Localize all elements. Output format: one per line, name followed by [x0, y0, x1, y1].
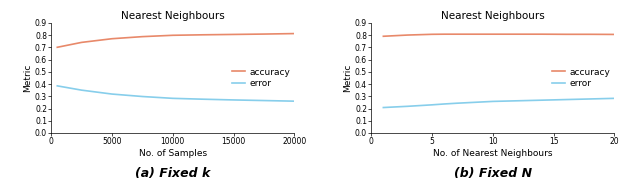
error [513, 100, 521, 102]
error [404, 105, 412, 108]
X-axis label: No. of Samples: No. of Samples [139, 149, 207, 158]
error [169, 97, 177, 100]
Y-axis label: Metric: Metric [343, 64, 352, 92]
error [489, 100, 497, 103]
accuracy [392, 35, 399, 37]
accuracy [54, 46, 61, 48]
accuracy [291, 32, 298, 35]
Legend: accuracy, error: accuracy, error [232, 68, 290, 88]
error [538, 99, 545, 101]
accuracy [108, 38, 116, 40]
error [139, 95, 147, 98]
error [416, 105, 424, 107]
accuracy [477, 33, 484, 35]
accuracy [562, 33, 570, 36]
Line: accuracy: accuracy [58, 34, 294, 47]
accuracy [428, 33, 436, 36]
accuracy [465, 33, 472, 35]
Legend: accuracy, error: accuracy, error [552, 68, 610, 88]
Title: Nearest Neighbours: Nearest Neighbours [121, 11, 225, 21]
X-axis label: No. of Nearest Neighbours: No. of Nearest Neighbours [433, 149, 552, 158]
Line: error: error [383, 98, 614, 108]
accuracy [169, 34, 177, 36]
accuracy [78, 41, 86, 44]
Y-axis label: Metric: Metric [23, 64, 32, 92]
accuracy [513, 33, 521, 35]
error [291, 100, 298, 102]
Title: Nearest Neighbours: Nearest Neighbours [441, 11, 545, 21]
error [380, 106, 387, 109]
Line: accuracy: accuracy [383, 34, 614, 36]
error [562, 98, 570, 101]
accuracy [440, 33, 448, 35]
accuracy [611, 33, 618, 36]
error [54, 85, 61, 87]
error [465, 101, 472, 104]
accuracy [200, 34, 207, 36]
Line: error: error [58, 86, 294, 101]
error [440, 103, 448, 105]
error [230, 99, 237, 101]
accuracy [404, 34, 412, 36]
Text: (b) Fixed N: (b) Fixed N [454, 168, 532, 180]
accuracy [538, 33, 545, 35]
accuracy [452, 33, 460, 35]
error [200, 98, 207, 100]
error [477, 101, 484, 103]
error [78, 89, 86, 91]
accuracy [380, 35, 387, 37]
error [452, 102, 460, 104]
accuracy [139, 36, 147, 38]
error [611, 97, 618, 100]
accuracy [260, 33, 268, 35]
accuracy [489, 33, 497, 35]
Text: (a) Fixed k: (a) Fixed k [135, 168, 211, 180]
error [392, 106, 399, 108]
accuracy [230, 33, 237, 36]
accuracy [586, 33, 594, 36]
error [586, 98, 594, 100]
accuracy [416, 34, 424, 36]
error [108, 93, 116, 95]
error [260, 99, 268, 102]
error [428, 104, 436, 106]
